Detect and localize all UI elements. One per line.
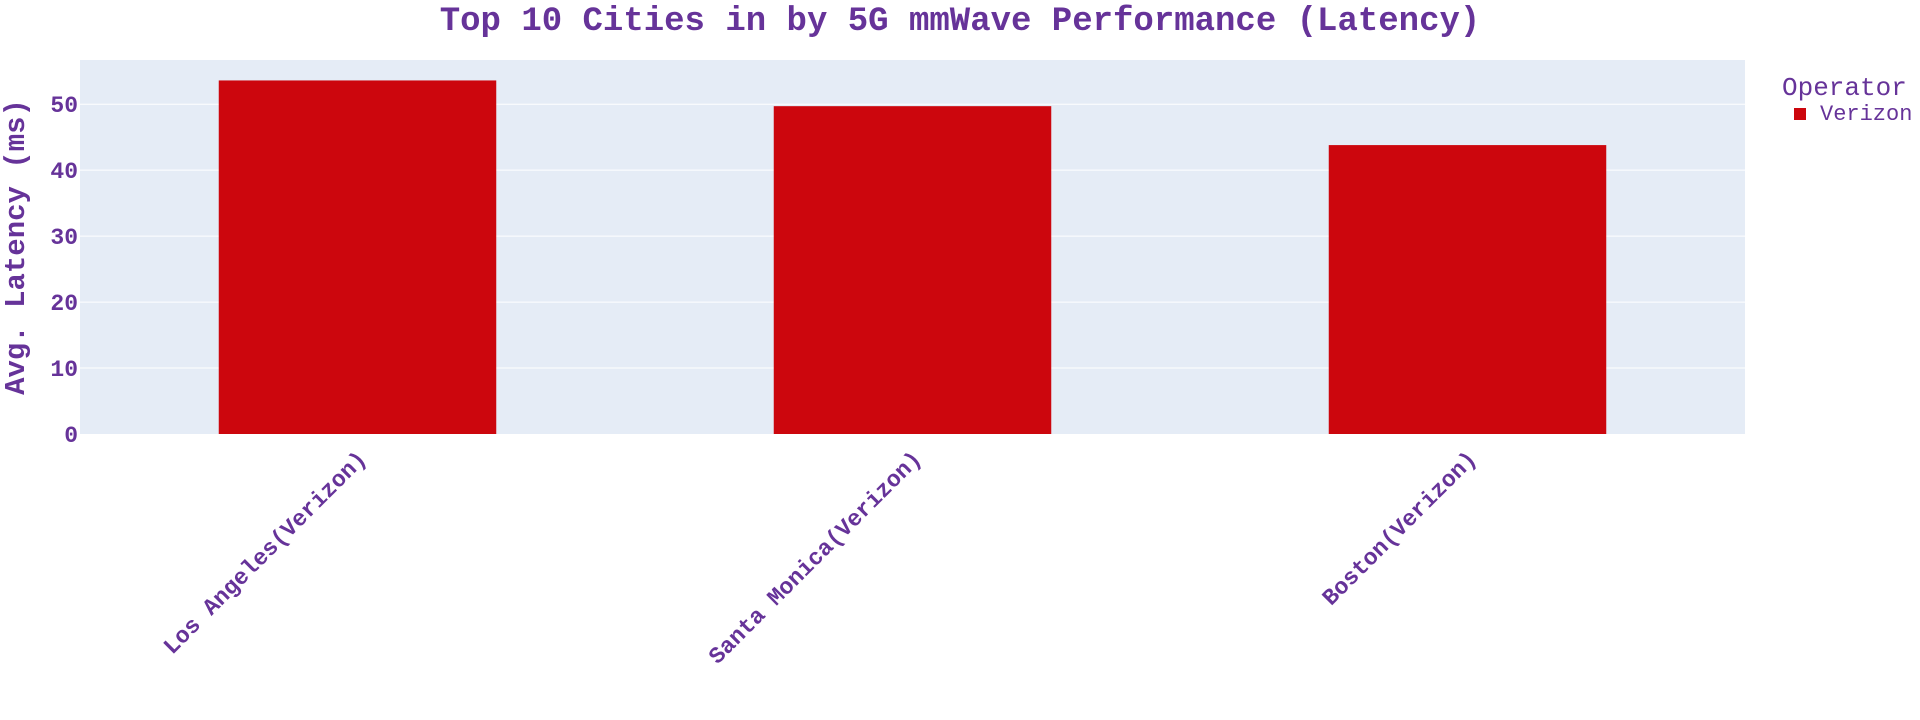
y-tick-label: 0 [64,423,78,449]
y-axis-ticks: 0 10 20 30 40 50 [50,93,78,449]
x-axis-ticks: Los Angeles(Verizon) Santa Monica(Verizon… [159,447,1483,670]
legend-item-label: Verizon [1820,102,1912,127]
x-tick-label: Boston(Verizon) [1318,447,1483,612]
y-tick-label: 50 [50,93,78,119]
y-tick-label: 20 [50,291,78,317]
bar [1328,145,1607,434]
legend[interactable]: Operator Verizon [1782,73,1912,127]
x-tick-label: Santa Monica(Verizon) [704,447,927,670]
bar [773,106,1052,434]
chart-title: Top 10 Cities in by 5G mmWave Performanc… [440,3,1481,41]
legend-items: Verizon [1794,102,1912,127]
y-tick-label: 10 [50,357,78,383]
y-axis-label: Avg. Latency (ms) [0,99,33,395]
y-tick-label: 40 [50,159,78,185]
legend-title: Operator [1782,73,1907,103]
legend-swatch [1794,108,1806,120]
bars [218,80,1607,435]
x-tick-label: Los Angeles(Verizon) [159,447,373,661]
bar [218,80,497,435]
y-tick-label: 30 [50,225,78,251]
